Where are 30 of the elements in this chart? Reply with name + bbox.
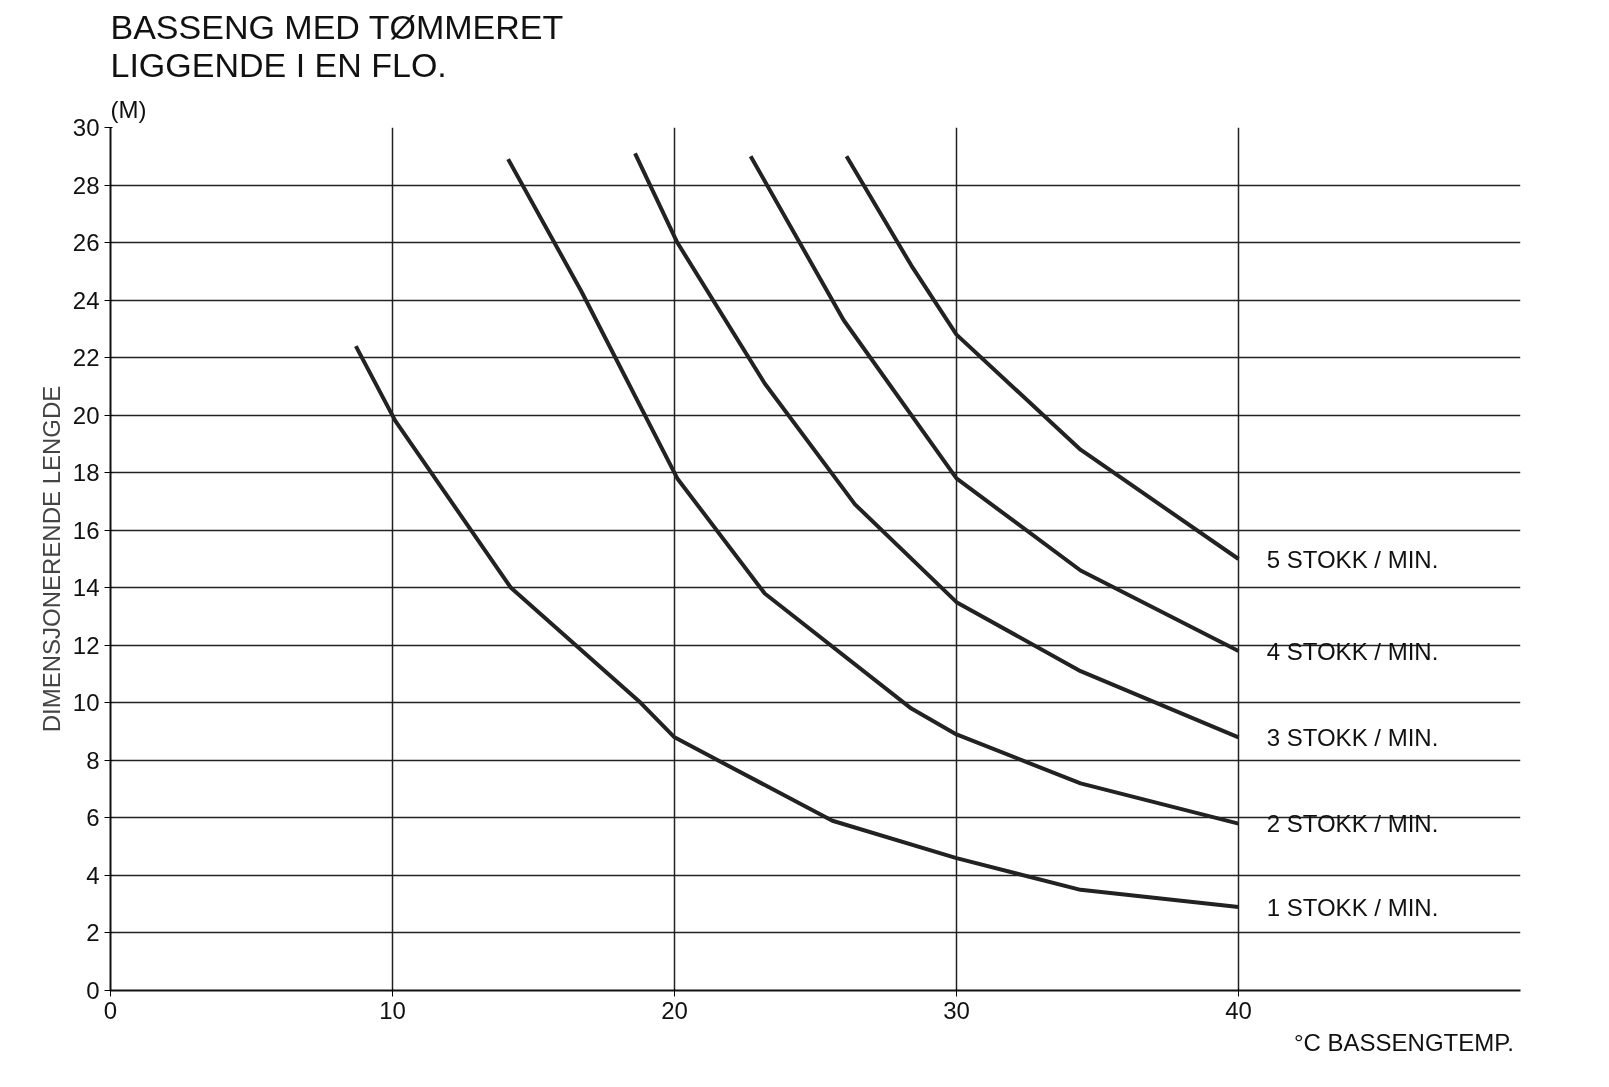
x-tick-label: 20: [661, 996, 688, 1024]
text: (M): [110, 95, 147, 123]
y-tick-label: 8: [86, 746, 100, 774]
x-tick-label: 30: [943, 996, 970, 1024]
x-tick-label: 10: [379, 996, 406, 1024]
y-tick-label: 24: [72, 286, 100, 314]
y-tick-label: 12: [72, 631, 100, 659]
y-tick-label: 10: [72, 689, 100, 717]
y-tick-label: 20: [72, 401, 100, 429]
series-label: 2 STOKK / MIN.: [1266, 810, 1439, 838]
chart-title: BASSENG MED TØMMERET LIGGENDE I EN FLO.: [110, 7, 564, 84]
x-tick-label: 40: [1225, 996, 1252, 1024]
x-tick-label: 0: [103, 996, 118, 1024]
y-tick-label: 28: [72, 171, 100, 199]
y-tick-label: 6: [86, 804, 100, 832]
y-tick-label: 22: [72, 344, 100, 372]
y-tick-label: 16: [72, 516, 100, 544]
series-label: 4 STOKK / MIN.: [1266, 637, 1439, 665]
series-label: 5 STOKK / MIN.: [1266, 545, 1439, 573]
series-label: 3 STOKK / MIN.: [1266, 723, 1439, 751]
y-tick-label: 26: [72, 229, 100, 257]
y-tick-label: 14: [72, 574, 100, 602]
x-axis-title: °C BASSENGTEMP.: [1293, 1028, 1514, 1056]
y-tick-label: 0: [86, 977, 100, 1004]
y-tick-label: 30: [72, 114, 100, 141]
y-tick-label: 4: [86, 861, 100, 889]
series-label: 1 STOKK / MIN.: [1266, 893, 1439, 921]
y-tick-label: 18: [72, 459, 100, 487]
y-tick-label: 2: [86, 919, 100, 947]
y-axis-title: DIMENSJONERENDE LENGDE: [37, 385, 65, 733]
